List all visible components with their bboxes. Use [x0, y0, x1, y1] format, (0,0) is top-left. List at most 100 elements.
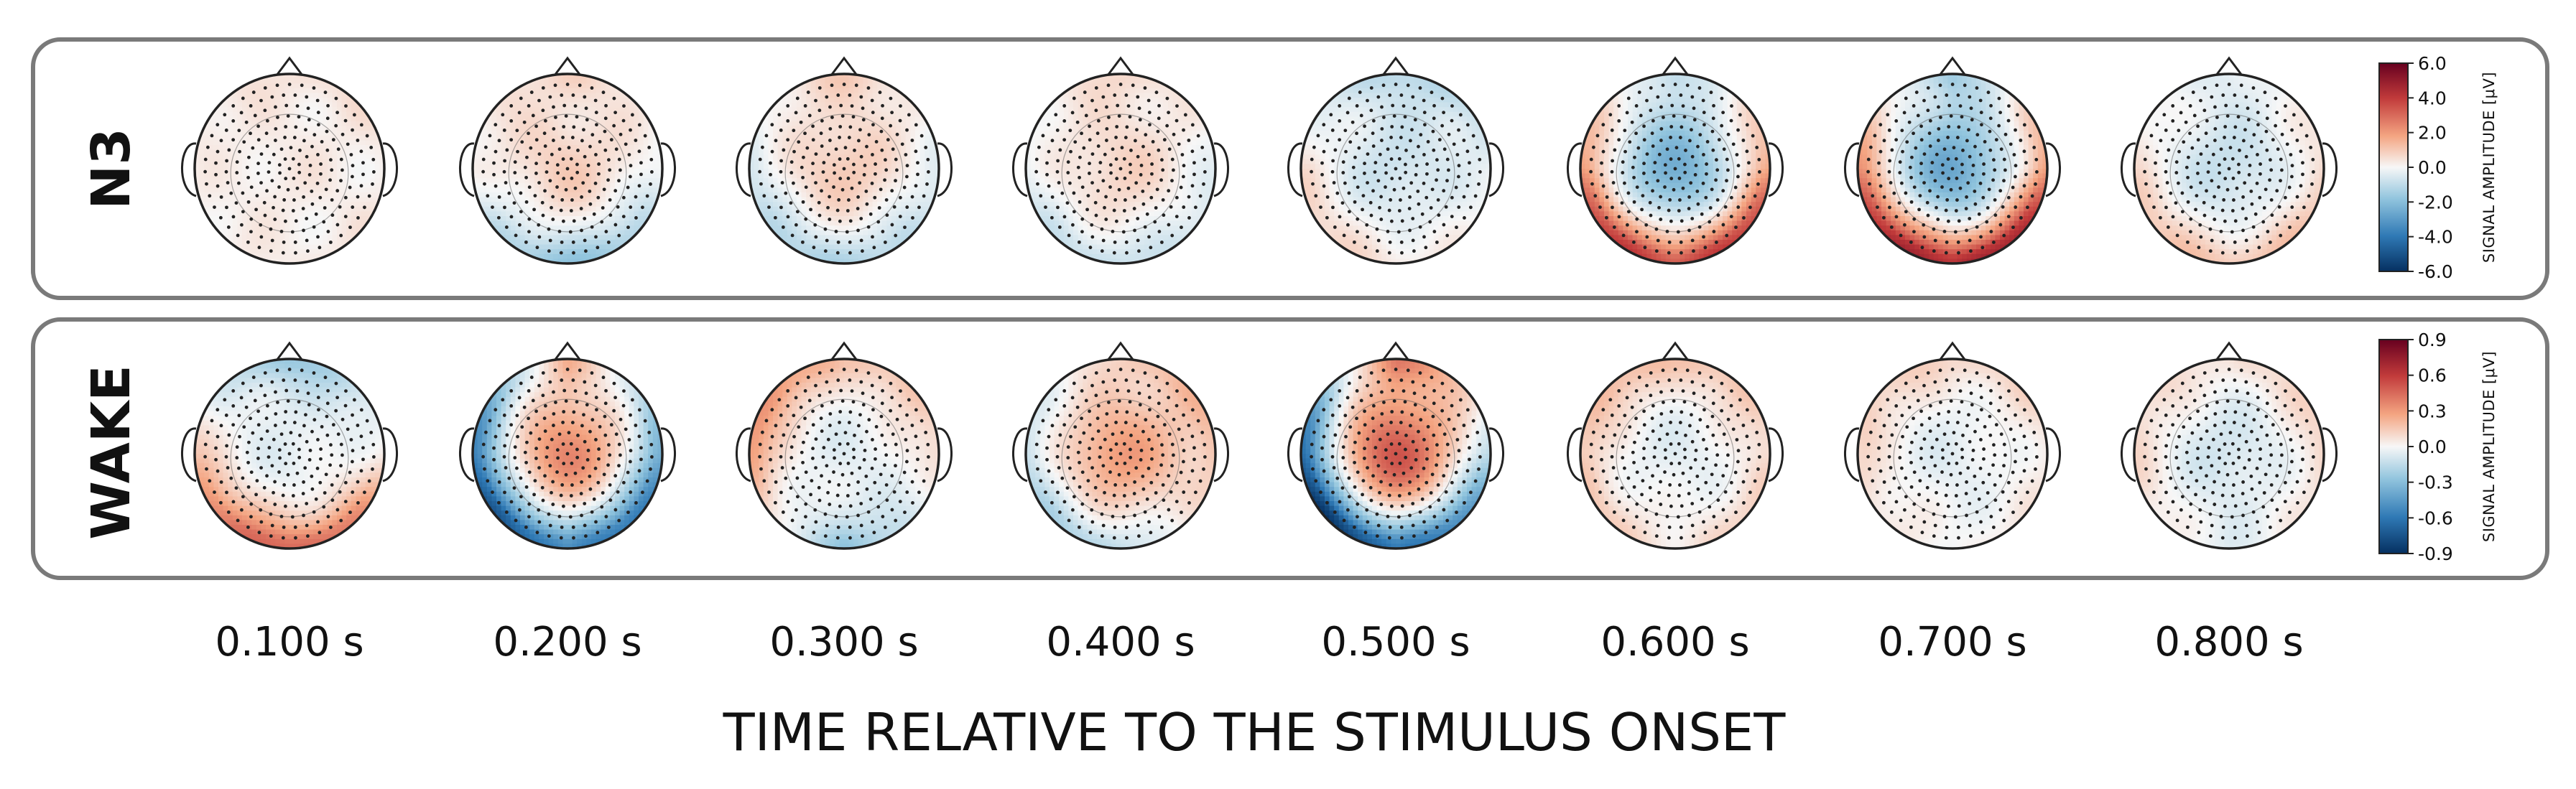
head-outline: [471, 73, 664, 265]
left-ear: [2121, 427, 2136, 482]
colorbar-wake-tick: 0.6: [2418, 365, 2447, 386]
panel-label-wake: WAKE: [80, 365, 142, 539]
nose: [1661, 56, 1690, 76]
right-ear: [1488, 427, 1504, 482]
electrode-dots: [481, 368, 654, 540]
colorbar-n3-tick: -6.0: [2418, 261, 2453, 282]
colorbar-wake: 0.9 0.6 0.3 0.0 -0.3 -0.6 -0.9 SIGNAL AMPLITUD…: [2378, 330, 2498, 564]
colorbar-wake-tick: 0.0: [2418, 436, 2447, 457]
time-label-1: 0.100 s: [215, 619, 363, 666]
colorbar-n3-gradient: [2378, 62, 2409, 272]
left-ear: [736, 142, 751, 197]
right-ear: [937, 427, 953, 482]
x-axis-title: TIME RELATIVE TO THE STIMULUS ONSET: [723, 702, 1787, 762]
left-ear: [1844, 427, 1860, 482]
right-ear: [1768, 427, 1784, 482]
electrode-dots: [203, 83, 376, 255]
colorbar-wake-label: SIGNAL AMPLITUDE [μV]: [2480, 351, 2498, 542]
panel-label-n3: N3: [80, 128, 142, 209]
left-ear: [1567, 142, 1583, 197]
right-ear: [2045, 427, 2061, 482]
panel-frame-n3: [31, 37, 2549, 300]
right-ear: [1768, 142, 1784, 197]
left-ear: [1287, 142, 1303, 197]
left-ear: [736, 427, 751, 482]
head-outline: [193, 73, 386, 265]
nose: [2215, 341, 2243, 361]
topomap-wake-8: [2121, 341, 2338, 550]
colorbar-wake-tick: 0.9: [2418, 330, 2447, 350]
electrode-dots: [1866, 368, 2039, 540]
time-label-3: 0.300 s: [769, 619, 918, 666]
topomap-row-n3: [181, 56, 2338, 265]
nose: [553, 341, 582, 361]
electrode-dots: [481, 83, 654, 255]
right-ear: [660, 427, 676, 482]
time-label-5: 0.500 s: [1321, 619, 1470, 666]
electrode-dots: [1034, 368, 1207, 540]
scalp-field: [1580, 359, 1770, 548]
head-outline: [748, 73, 940, 265]
head-outline: [1856, 358, 2049, 550]
scalp-field: [749, 359, 939, 548]
nose: [830, 56, 858, 76]
electrode-dots: [1589, 83, 1761, 255]
nose: [2215, 56, 2243, 76]
topomap-row-wake: [181, 341, 2338, 550]
electrode-dots: [1310, 83, 1482, 255]
right-ear: [382, 142, 398, 197]
topomap-n3-7: [1844, 56, 2061, 265]
left-ear: [459, 142, 475, 197]
electrode-dots: [758, 368, 930, 540]
nose: [553, 56, 582, 76]
right-ear: [382, 427, 398, 482]
time-label-2: 0.200 s: [493, 619, 641, 666]
head-outline: [471, 358, 664, 550]
right-ear: [660, 142, 676, 197]
nose: [275, 341, 304, 361]
electrode-dots: [1034, 83, 1207, 255]
scalp-field: [1301, 74, 1491, 263]
head-outline: [1579, 73, 1771, 265]
colorbar-n3-label: SIGNAL AMPLITUDE [μV]: [2480, 72, 2498, 263]
electrode-dots: [1310, 368, 1482, 540]
scalp-field: [1026, 359, 1215, 548]
topomap-n3-6: [1567, 56, 1784, 265]
left-ear: [1567, 427, 1583, 482]
time-label-8: 0.800 s: [2154, 619, 2303, 666]
topomap-wake-7: [1844, 341, 2061, 550]
nose: [1381, 56, 1410, 76]
colorbar-wake-tick: 0.3: [2418, 401, 2447, 421]
colorbar-n3-tick: 0.0: [2418, 157, 2447, 178]
colorbar-wake-gradient: [2378, 339, 2409, 554]
colorbar-n3-tick: -2.0: [2418, 192, 2453, 213]
right-ear: [937, 142, 953, 197]
electrode-dots: [1866, 83, 2039, 255]
right-ear: [1213, 427, 1229, 482]
head-outline: [1024, 358, 1217, 550]
nose: [1661, 341, 1690, 361]
head-outline: [1299, 73, 1492, 265]
colorbar-wake-tick: -0.6: [2418, 508, 2453, 528]
topomap-wake-4: [1012, 341, 1229, 550]
topomap-wake-5: [1287, 341, 1504, 550]
right-ear: [1488, 142, 1504, 197]
scalp-field: [1026, 74, 1215, 263]
colorbar-n3-tick: 2.0: [2418, 123, 2447, 144]
head-outline: [1299, 358, 1492, 550]
left-ear: [1287, 427, 1303, 482]
nose: [1106, 56, 1135, 76]
electrode-dots: [1589, 368, 1761, 540]
right-ear: [2322, 142, 2338, 197]
electrode-dots: [2143, 368, 2315, 540]
colorbar-n3-tick: -4.0: [2418, 227, 2453, 248]
topomap-n3-4: [1012, 56, 1229, 265]
topomap-n3-5: [1287, 56, 1504, 265]
head-outline: [1024, 73, 1217, 265]
time-label-4: 0.400 s: [1046, 619, 1195, 666]
electrode-dots: [758, 83, 930, 255]
topomap-n3-2: [459, 56, 676, 265]
nose: [275, 56, 304, 76]
left-ear: [1012, 142, 1028, 197]
